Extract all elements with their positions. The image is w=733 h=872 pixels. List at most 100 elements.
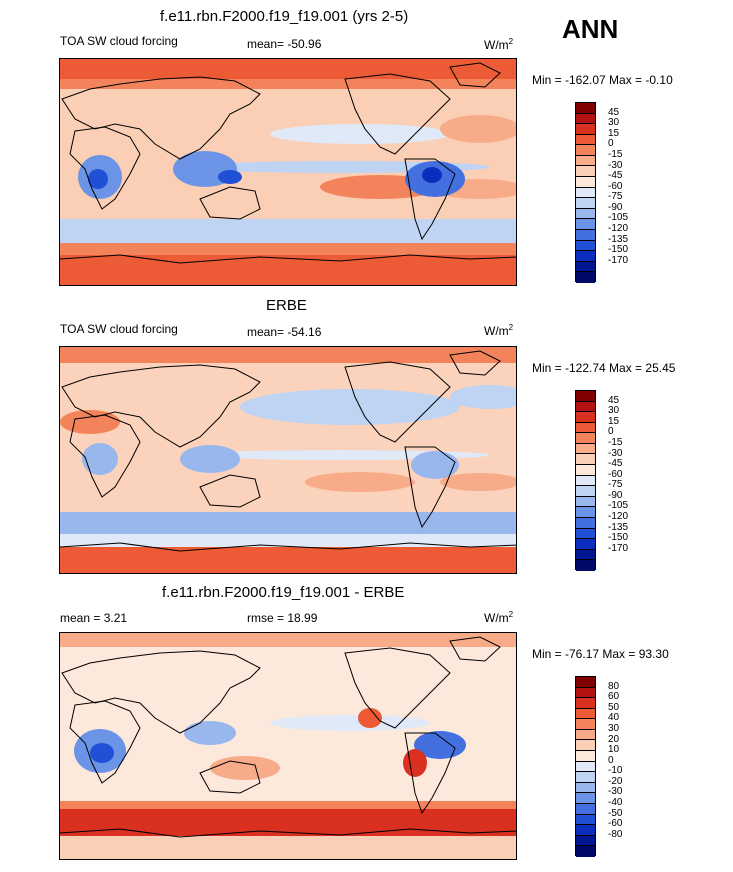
panel-3-arctic-band <box>60 633 516 647</box>
colorbar-swatch <box>576 677 595 688</box>
colorbar-tick-label: 10 <box>608 744 620 756</box>
panel-3-npac-pale <box>270 715 430 731</box>
panel-2-natl-blue <box>450 385 516 409</box>
colorbar-swatch <box>576 846 595 857</box>
panel-3-eurasia <box>61 650 261 734</box>
panel-3-minmax: Min = -76.17 Max = 93.30 <box>532 647 669 661</box>
panel-1-southern-ocean-blue <box>60 219 516 243</box>
colorbar-tick-label: -45 <box>608 170 623 182</box>
panel-1-variable-label: TOA SW cloud forcing <box>60 34 178 48</box>
colorbar-swatch <box>576 475 595 487</box>
colorbar-swatch <box>576 835 595 847</box>
colorbar-tick-label: 45 <box>608 394 620 406</box>
panel-2-mean: mean= -54.16 <box>247 325 322 339</box>
panel-2-se-pac-orange <box>305 472 415 492</box>
panel-2-southern-ocean-blue <box>60 512 516 534</box>
colorbar-tick-label: 60 <box>608 691 620 703</box>
colorbar-tick-label: 40 <box>608 712 620 724</box>
panel-3-maritime-blue <box>184 721 236 745</box>
colorbar-swatch <box>576 401 595 413</box>
colorbar-swatch <box>576 261 595 273</box>
colorbar-swatch <box>576 729 595 741</box>
colorbar-tick-label: -10 <box>608 765 623 777</box>
colorbar-swatch <box>576 391 595 402</box>
panel-1-antarctic-band <box>60 255 516 285</box>
colorbar-swatch <box>576 782 595 794</box>
colorbar-swatch <box>576 793 595 804</box>
colorbar-swatch <box>576 751 595 762</box>
colorbar-tick-label: 0 <box>608 754 614 766</box>
colorbar-swatch <box>576 507 595 518</box>
colorbar-swatch <box>576 560 595 571</box>
colorbar-swatch <box>576 433 595 444</box>
panel-3-units: W/m2 <box>484 610 514 625</box>
panel-1-africa-core <box>88 169 108 189</box>
colorbar-tick-label: -120 <box>608 511 629 523</box>
panel-1-africa <box>69 126 141 210</box>
panel-1-colorbar <box>575 102 596 283</box>
panel-3-rmse: rmse = 18.99 <box>247 611 318 625</box>
panel-1-coastlines <box>60 62 516 264</box>
panel-3-aus-orange <box>210 756 280 780</box>
colorbar-tick-label: -105 <box>608 212 629 224</box>
panel-1-arctic-edge <box>60 79 516 89</box>
panel-1-amazon-core <box>422 167 442 183</box>
panel-1-minmax: Min = -162.07 Max = -0.10 <box>532 73 673 87</box>
colorbar-tick-label: -90 <box>608 489 623 501</box>
colorbar-swatch <box>576 814 595 826</box>
panel-3-africa-core <box>90 743 114 763</box>
colorbar-tick-label: -135 <box>608 233 629 245</box>
panel-3-title: f.e11.rbn.F2000.f19_f19.001 - ERBE <box>162 584 405 601</box>
panel-2-south-america <box>404 446 456 529</box>
colorbar-tick-label: -20 <box>608 775 623 787</box>
panel-2-colorbar <box>575 390 596 571</box>
colorbar-swatch <box>576 412 595 423</box>
colorbar-tick-label: -45 <box>608 458 623 470</box>
panel-3-southern-ocean-edge <box>60 801 516 809</box>
colorbar-swatch <box>576 496 595 508</box>
colorbar-swatch <box>576 528 595 540</box>
panel-2-variable-label: TOA SW cloud forcing <box>60 322 178 336</box>
panel-1-greenland <box>449 62 501 88</box>
colorbar-tick-label: -135 <box>608 521 629 533</box>
colorbar-swatch <box>576 145 595 156</box>
colorbar-tick-label: 15 <box>608 127 620 139</box>
panel-3-map-svg <box>60 633 516 859</box>
panel-3-antarctic-pale <box>60 836 516 859</box>
colorbar-tick-label: -150 <box>608 532 629 544</box>
colorbar-tick-label: -170 <box>608 542 629 554</box>
panel-2-arctic-band <box>60 347 516 363</box>
colorbar-tick-label: -150 <box>608 244 629 256</box>
panel-1-npac-blue <box>270 124 450 144</box>
colorbar-swatch <box>576 166 595 178</box>
colorbar-swatch <box>576 103 595 114</box>
colorbar-swatch <box>576 134 595 146</box>
panel-3-australia <box>199 760 261 794</box>
colorbar-tick-label: -30 <box>608 159 623 171</box>
colorbar-tick-label: -15 <box>608 436 623 448</box>
colorbar-swatch <box>576 155 595 167</box>
colorbar-tick-label: -80 <box>608 828 623 840</box>
colorbar-swatch <box>576 177 595 188</box>
panel-2-sahara-orange <box>60 410 120 434</box>
panel-1-title: f.e11.rbn.F2000.f19_f19.001 (yrs 2-5) <box>160 8 409 25</box>
panel-1-southern-edge <box>60 243 516 255</box>
panel-2-title: ERBE <box>266 297 307 314</box>
panel-1-maritime-core <box>218 170 242 184</box>
colorbar-swatch <box>576 772 595 783</box>
panel-2-africa-blue <box>82 443 118 475</box>
colorbar-swatch <box>576 422 595 434</box>
colorbar-swatch <box>576 539 595 550</box>
colorbar-swatch <box>576 198 595 209</box>
panel-3-south-america <box>404 732 456 815</box>
colorbar-tick-label: -75 <box>608 479 623 491</box>
panel-1-map <box>59 58 517 286</box>
colorbar-swatch <box>576 486 595 497</box>
panel-3-map <box>59 632 517 860</box>
panel-2-southern-ocean-pale <box>60 534 516 547</box>
colorbar-tick-label: 20 <box>608 733 620 745</box>
colorbar-tick-label: -120 <box>608 223 629 235</box>
colorbar-tick-label: -40 <box>608 797 623 809</box>
colorbar-swatch <box>576 740 595 752</box>
colorbar-tick-label: 45 <box>608 106 620 118</box>
